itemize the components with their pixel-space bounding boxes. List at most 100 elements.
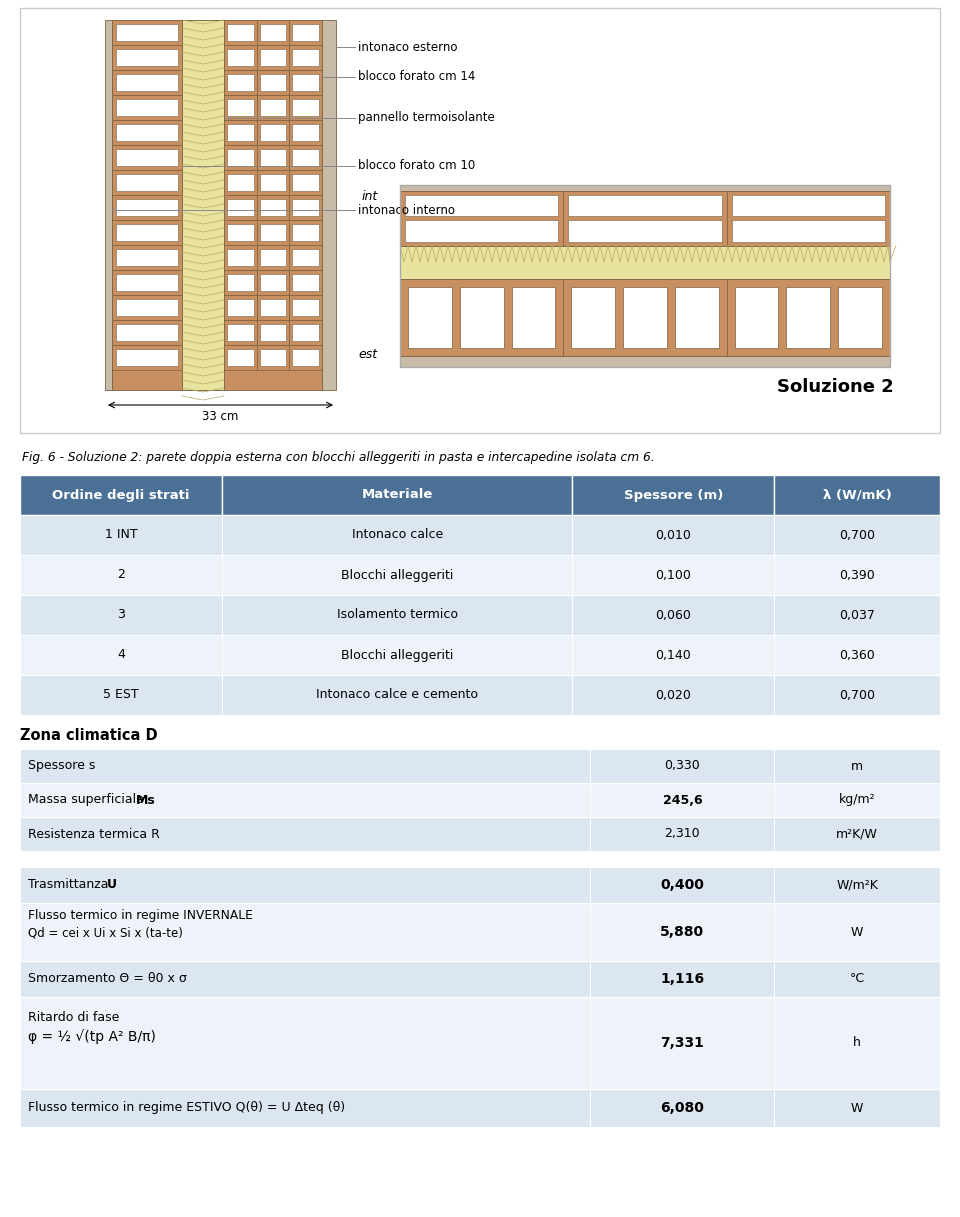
Bar: [400, 246, 890, 279]
Bar: [289, 145, 322, 170]
Bar: [572, 635, 775, 675]
Bar: [259, 349, 286, 366]
Bar: [224, 320, 256, 344]
Bar: [116, 74, 178, 91]
Bar: [590, 961, 775, 997]
Bar: [20, 9, 940, 433]
Bar: [20, 1089, 590, 1127]
Text: pannello termoisolante: pannello termoisolante: [358, 111, 494, 124]
Text: Ordine degli strati: Ordine degli strati: [53, 488, 190, 501]
Text: Resistenza termica R: Resistenza termica R: [28, 828, 160, 841]
Bar: [259, 148, 286, 166]
Bar: [734, 286, 779, 348]
Bar: [112, 320, 182, 344]
Bar: [20, 783, 590, 817]
Bar: [20, 475, 223, 515]
Bar: [256, 245, 289, 270]
Bar: [259, 249, 286, 267]
Bar: [224, 270, 256, 295]
Text: Trasmittanza: Trasmittanza: [28, 879, 112, 892]
Bar: [568, 220, 722, 241]
Bar: [116, 24, 178, 41]
Bar: [775, 555, 940, 595]
Text: 5,880: 5,880: [660, 925, 705, 940]
Text: 0,700: 0,700: [839, 689, 876, 701]
Bar: [259, 124, 286, 141]
Text: Fig. 6 - Soluzione 2: parete doppia esterna con blocchi alleggeriti in pasta e i: Fig. 6 - Soluzione 2: parete doppia este…: [22, 452, 655, 464]
Bar: [293, 74, 319, 91]
Bar: [227, 24, 253, 41]
Bar: [775, 997, 940, 1089]
Bar: [112, 120, 182, 145]
Text: λ (W/mK): λ (W/mK): [823, 488, 892, 501]
Bar: [224, 120, 256, 145]
Bar: [116, 274, 178, 291]
Bar: [775, 675, 940, 716]
Bar: [223, 675, 572, 716]
Bar: [293, 99, 319, 116]
Bar: [775, 817, 940, 851]
Text: Blocchi alleggeriti: Blocchi alleggeriti: [341, 649, 453, 662]
Text: Intonaco calce e cemento: Intonaco calce e cemento: [316, 689, 478, 701]
Bar: [227, 148, 253, 166]
Bar: [775, 1089, 940, 1127]
Text: 1,116: 1,116: [660, 972, 705, 986]
Text: 0,360: 0,360: [839, 649, 876, 662]
Bar: [400, 185, 890, 366]
Text: m: m: [852, 759, 863, 773]
Bar: [293, 224, 319, 241]
Bar: [223, 635, 572, 675]
Bar: [112, 195, 182, 220]
Text: Intonaco calce: Intonaco calce: [351, 528, 443, 542]
Text: 0,037: 0,037: [839, 608, 876, 622]
Bar: [223, 595, 572, 635]
Bar: [116, 299, 178, 316]
Bar: [590, 867, 775, 903]
Bar: [590, 783, 775, 817]
Bar: [675, 286, 719, 348]
Text: 3: 3: [117, 608, 125, 622]
Bar: [293, 124, 319, 141]
Text: W: W: [851, 925, 863, 938]
Bar: [568, 195, 722, 215]
Bar: [732, 195, 885, 215]
Bar: [400, 185, 890, 191]
Bar: [116, 200, 178, 215]
Bar: [256, 170, 289, 195]
Bar: [289, 270, 322, 295]
Bar: [400, 191, 564, 246]
Text: 0,400: 0,400: [660, 877, 705, 892]
Bar: [259, 99, 286, 116]
Bar: [786, 286, 830, 348]
Text: Flusso termico in regime ESTIVO Q(θ) = U Δteq (θ): Flusso termico in regime ESTIVO Q(θ) = U…: [28, 1101, 346, 1115]
Bar: [256, 220, 289, 245]
Bar: [20, 817, 590, 851]
Bar: [227, 174, 253, 191]
Bar: [116, 349, 178, 366]
Bar: [564, 191, 727, 246]
Bar: [112, 71, 182, 95]
Bar: [116, 148, 178, 166]
Bar: [224, 220, 256, 245]
Text: φ = ½ √(tp A² B/π): φ = ½ √(tp A² B/π): [28, 1030, 156, 1044]
Bar: [20, 555, 223, 595]
Bar: [256, 120, 289, 145]
Text: Massa superficiale: Massa superficiale: [28, 793, 148, 807]
Bar: [512, 286, 555, 348]
Text: Smorzamento Θ = θ0 x σ: Smorzamento Θ = θ0 x σ: [28, 972, 187, 986]
Bar: [564, 279, 727, 355]
Bar: [289, 170, 322, 195]
Text: Qd = cei x Ui x Si x (ta-te): Qd = cei x Ui x Si x (ta-te): [28, 926, 182, 940]
Bar: [572, 515, 775, 555]
Bar: [400, 355, 890, 366]
Bar: [227, 124, 253, 141]
Bar: [590, 817, 775, 851]
Bar: [259, 324, 286, 341]
Bar: [20, 997, 590, 1089]
Bar: [224, 344, 256, 370]
Bar: [293, 274, 319, 291]
Bar: [405, 220, 559, 241]
Bar: [105, 19, 112, 389]
Bar: [116, 249, 178, 267]
Text: 6,080: 6,080: [660, 1101, 705, 1115]
